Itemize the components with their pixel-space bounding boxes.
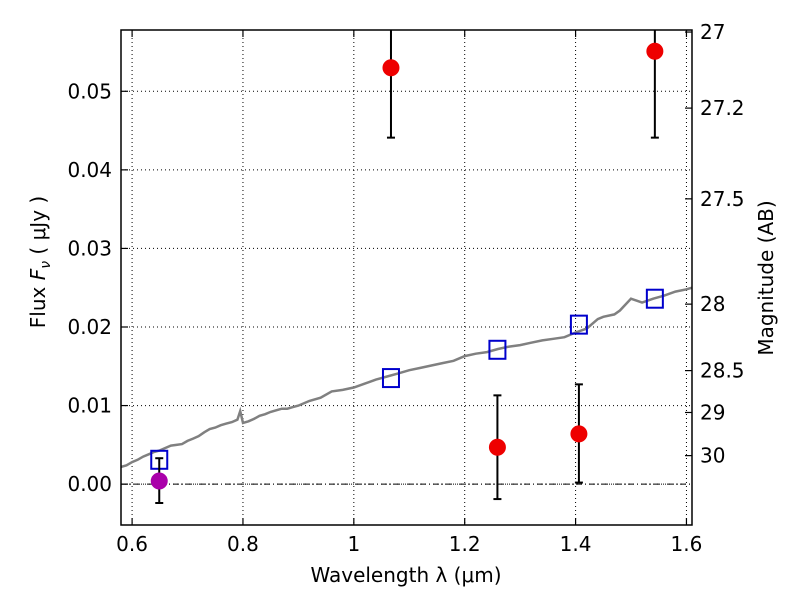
x-tick-label: 1 xyxy=(347,532,360,556)
x-tick-label: 1.2 xyxy=(449,532,481,556)
x-tick-label: 1.6 xyxy=(671,532,703,556)
tick-labels: 0.6 0.8 1 1.2 1.4 1.6 0.00 0.01 0.02 0.03 0.04 0.05… xyxy=(67,20,744,556)
y-tick-label: 0.03 xyxy=(67,236,112,260)
right-tick-label: 27 xyxy=(700,20,725,44)
model-square-marker xyxy=(569,314,588,335)
right-tick-label: 27.2 xyxy=(700,96,745,120)
y-axis-label-var: F xyxy=(26,268,50,280)
y-axis-label-sub: ν xyxy=(38,261,54,269)
y-tick-label: 0.02 xyxy=(67,315,112,339)
y-tick-label: 0.05 xyxy=(67,79,112,103)
y-axis-label-unit: ( μJy ) xyxy=(26,196,50,261)
y-tick-label: 0.01 xyxy=(67,394,112,418)
spectrum-line xyxy=(121,286,692,469)
x-tick-label: 0.6 xyxy=(116,532,148,556)
model-squares-layer xyxy=(150,288,664,470)
x-tick-label: 1.4 xyxy=(560,532,592,556)
detection-point xyxy=(382,59,400,77)
y-tick-label: 0.00 xyxy=(67,472,112,496)
x-tick-label: 0.8 xyxy=(227,532,259,556)
y-axis-label: Flux Fν ( μJy ) xyxy=(26,196,54,328)
tick-marks xyxy=(121,30,692,525)
right-tick-label: 27.5 xyxy=(700,187,745,211)
y-axis-label-prefix: Flux xyxy=(26,280,50,328)
y-tick-label: 0.04 xyxy=(67,158,112,182)
model-square-marker xyxy=(488,339,507,360)
model-square-marker xyxy=(645,288,664,309)
model-square-marker xyxy=(381,368,400,389)
right-tick-label: 29 xyxy=(700,400,725,424)
spectrum-layer xyxy=(121,286,692,469)
detection-point xyxy=(570,425,588,443)
detection-point xyxy=(646,42,664,60)
plot-frame xyxy=(120,29,693,526)
right-tick-label: 30 xyxy=(700,444,725,468)
data-points-layer xyxy=(150,30,664,504)
x-axis-label: Wavelength λ (μm) xyxy=(310,563,501,587)
right-tick-label: 28 xyxy=(700,292,725,316)
grid-lines xyxy=(121,30,692,525)
detection-point xyxy=(488,438,506,456)
right-axis-label: Magnitude (AB) xyxy=(754,200,778,355)
right-tick-label: 28.5 xyxy=(700,359,745,383)
dropout-point xyxy=(150,472,168,490)
